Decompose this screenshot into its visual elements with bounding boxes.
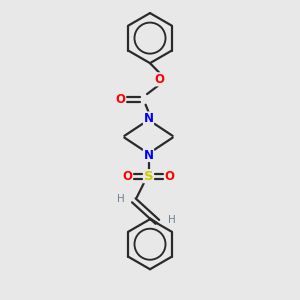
Text: H: H [117,194,124,204]
Text: O: O [154,73,164,86]
Text: O: O [165,170,175,183]
Text: O: O [122,170,132,183]
Text: O: O [116,93,126,106]
Text: S: S [144,170,153,183]
Text: N: N [143,112,154,125]
Text: N: N [143,148,154,161]
Text: H: H [168,215,176,225]
